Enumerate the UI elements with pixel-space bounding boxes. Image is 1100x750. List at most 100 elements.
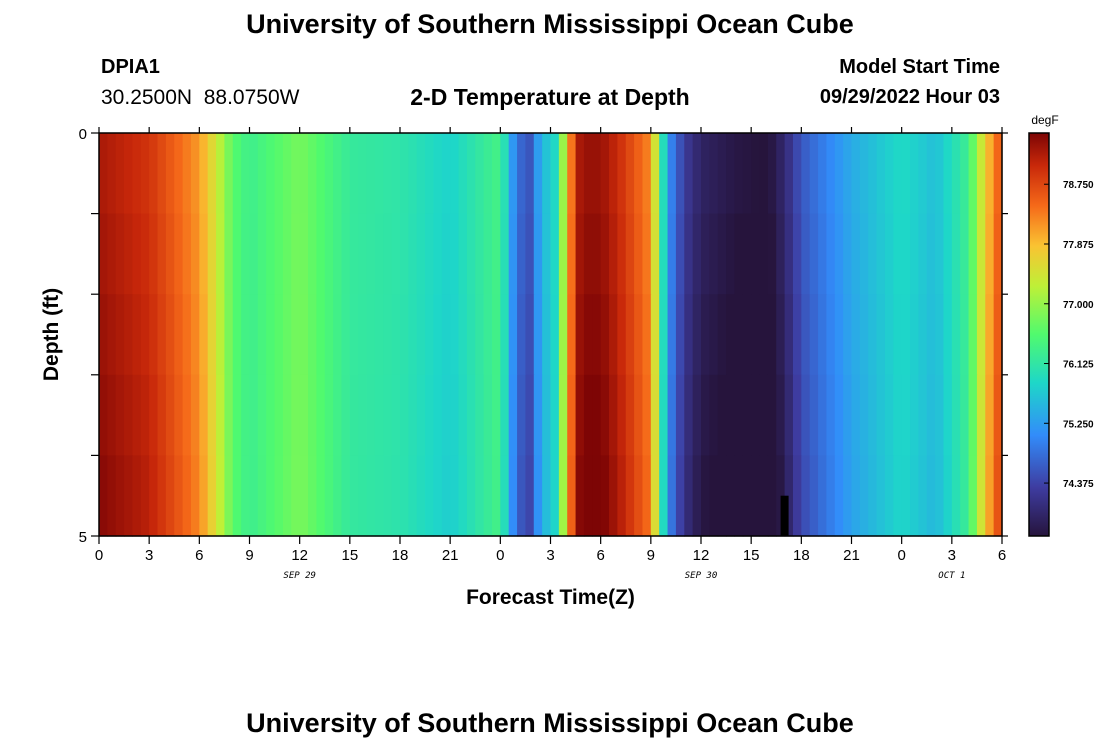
heatmap-cell: [199, 133, 209, 215]
heatmap-cell: [667, 213, 677, 295]
heatmap-cell: [408, 374, 418, 456]
heatmap-cell: [107, 294, 117, 376]
station-id: DPIA1: [101, 56, 160, 78]
heatmap-cell: [416, 374, 426, 456]
x-tick-label: 15: [743, 547, 760, 564]
heatmap-cell: [634, 133, 644, 215]
heatmap-cell: [558, 213, 568, 295]
heatmap-cell: [508, 213, 518, 295]
heatmap-cell: [709, 133, 719, 215]
heatmap-cell: [374, 374, 384, 456]
heatmap-cell: [324, 455, 334, 537]
heatmap-cell: [257, 374, 267, 456]
heatmap-cell: [968, 213, 978, 295]
heatmap-cell: [190, 213, 200, 295]
heatmap-cell: [918, 133, 928, 215]
heatmap-cell: [843, 294, 853, 376]
heatmap-cell: [441, 213, 451, 295]
heatmap-cell: [826, 213, 836, 295]
heatmap-cell: [834, 133, 844, 215]
heatmap-cell: [383, 133, 393, 215]
heatmap-cell: [466, 133, 476, 215]
heatmap-cell: [692, 213, 702, 295]
heatmap-cell: [466, 213, 476, 295]
heatmap-cell: [968, 133, 978, 215]
heatmap-cell: [282, 213, 292, 295]
heatmap-cell: [140, 133, 150, 215]
heatmap-cell: [140, 213, 150, 295]
heatmap-cell: [976, 374, 986, 456]
heatmap-cell: [742, 133, 752, 215]
heatmap-cell: [859, 455, 869, 537]
heatmap-cell: [776, 294, 786, 376]
heatmap-cell: [274, 213, 284, 295]
heatmap-cell: [809, 294, 819, 376]
heatmap-cell: [859, 213, 869, 295]
heatmap-cell: [408, 294, 418, 376]
heatmap-cell: [358, 213, 368, 295]
heatmap-cell: [910, 455, 919, 537]
heatmap-cell: [801, 133, 811, 215]
footer-title: University of Southern Mississippi Ocean…: [246, 708, 854, 738]
heatmap-cell: [976, 133, 986, 215]
heatmap-cell: [993, 374, 1003, 456]
heatmap-cell: [450, 294, 460, 376]
heatmap-cell: [483, 455, 493, 537]
heatmap-cell: [115, 133, 125, 215]
heatmap-cell: [525, 294, 535, 376]
x-tick-label: 21: [442, 547, 459, 564]
heatmap-cell: [316, 213, 326, 295]
heatmap-cell: [257, 133, 267, 215]
heatmap-cell: [249, 455, 259, 537]
heatmap-cell: [868, 374, 878, 456]
heatmap-cell: [232, 213, 242, 295]
heatmap-cell: [500, 294, 510, 376]
heatmap-cell: [433, 455, 443, 537]
heatmap-cell: [600, 213, 610, 295]
heatmap-cell: [926, 133, 936, 215]
heatmap-cell: [851, 213, 861, 295]
heatmap-cell: [642, 213, 652, 295]
heatmap-cell: [642, 133, 652, 215]
heatmap-cell: [859, 133, 869, 215]
x-tick-label: 18: [793, 547, 810, 564]
heatmap-cell: [349, 294, 359, 376]
heatmap-cell: [107, 455, 117, 537]
heatmap-cell: [617, 455, 627, 537]
heatmap-cell: [316, 455, 326, 537]
heatmap-cell: [199, 213, 209, 295]
heatmap-cell: [943, 374, 953, 456]
annotation-marker: [780, 495, 789, 536]
heatmap-cell: [450, 455, 460, 537]
heatmap-cell: [425, 133, 435, 215]
heatmap-cell: [935, 133, 945, 215]
heatmap-cell: [818, 133, 828, 215]
heatmap-cell: [149, 133, 159, 215]
heatmap-cell: [508, 133, 518, 215]
heatmap-cell: [609, 133, 618, 215]
heatmap-cell: [901, 374, 911, 456]
heatmap-cell: [383, 374, 393, 456]
heatmap-cell: [893, 213, 903, 295]
heatmap-cell: [358, 455, 368, 537]
x-tick-label: 3: [145, 547, 153, 564]
heatmap-cell: [960, 455, 970, 537]
heatmap-cell: [935, 294, 945, 376]
heatmap-cell: [190, 374, 200, 456]
heatmap-cell: [299, 374, 309, 456]
heatmap-cell: [274, 294, 284, 376]
heatmap-cell: [926, 455, 936, 537]
heatmap-cell: [868, 455, 878, 537]
heatmap-cell: [358, 374, 368, 456]
heatmap-cell: [684, 374, 694, 456]
heatmap-cell: [592, 133, 602, 215]
heatmap-cell: [458, 213, 468, 295]
heatmap-cell: [759, 294, 769, 376]
model-start-value: 09/29/2022 Hour 03: [819, 86, 1000, 108]
heatmap-cell: [475, 374, 485, 456]
heatmap-cell: [433, 374, 443, 456]
heatmap-cell: [291, 133, 301, 215]
heatmap-cell: [333, 455, 343, 537]
heatmap-cell: [684, 213, 694, 295]
chart-annotations: [780, 495, 789, 536]
